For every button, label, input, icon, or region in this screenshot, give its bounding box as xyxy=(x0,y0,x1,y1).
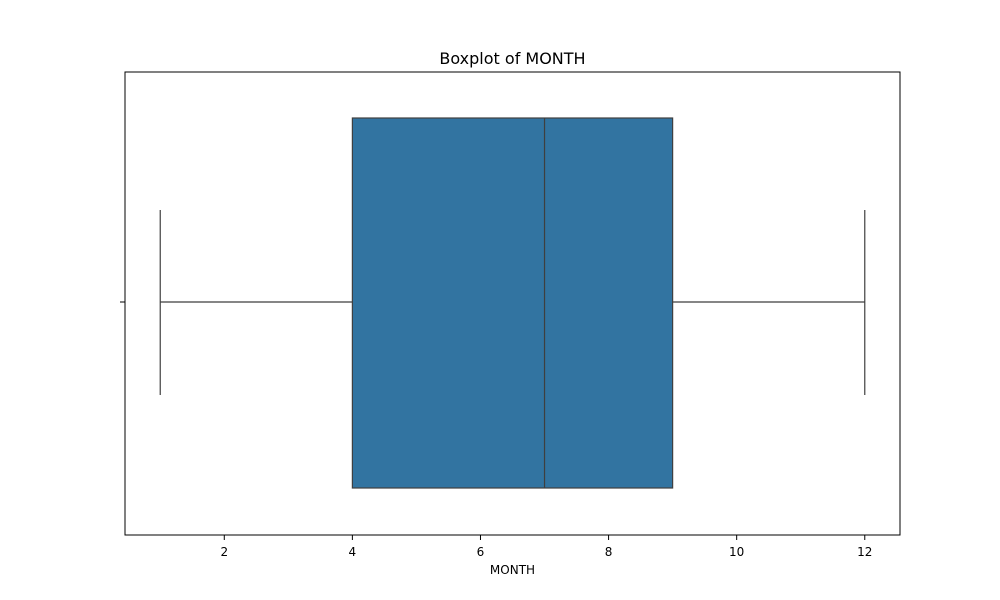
x-tick-label: 12 xyxy=(857,545,872,559)
x-tick-label: 8 xyxy=(605,545,613,559)
x-axis-ticks: 2 4 6 8 10 12 xyxy=(220,535,872,559)
box-iqr xyxy=(351,117,674,489)
x-tick-label: 6 xyxy=(477,545,485,559)
x-tick-label: 10 xyxy=(729,545,744,559)
plot-frame xyxy=(124,71,901,536)
x-tick-label: 4 xyxy=(349,545,357,559)
chart-title: Boxplot of MONTH xyxy=(439,49,585,68)
x-tick-label: 2 xyxy=(220,545,228,559)
box-marks xyxy=(159,117,866,489)
x-axis-label: MONTH xyxy=(490,563,535,577)
